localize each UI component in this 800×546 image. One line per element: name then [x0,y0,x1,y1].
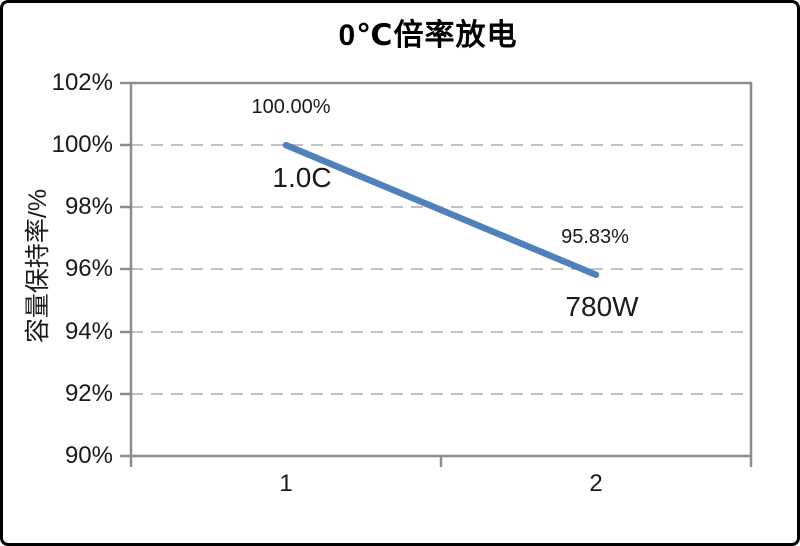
point-annotation-label: 780W [565,291,639,322]
y-tick-label: 98% [64,193,113,220]
point-value-label: 95.83% [561,226,629,248]
x-tick-label: 2 [589,470,603,497]
point-annotation-label: 1.0C [272,162,332,193]
x-tick-label: 1 [279,470,293,497]
y-tick-label: 92% [64,380,113,407]
gridlines [131,144,751,395]
x-axis-ticks [129,456,753,467]
plot-area [120,81,753,467]
y-tick-label: 94% [64,318,113,345]
point-value-label: 100.00% [251,96,331,118]
chart-title: 0℃倍率放电 [338,19,518,52]
y-tick-label: 90% [64,442,113,469]
y-tick-label: 96% [64,255,113,282]
y-tick-label: 102% [51,69,113,96]
y-tick-label: 100% [51,131,113,158]
y-axis-ticks [120,81,131,458]
data-line [282,141,600,279]
